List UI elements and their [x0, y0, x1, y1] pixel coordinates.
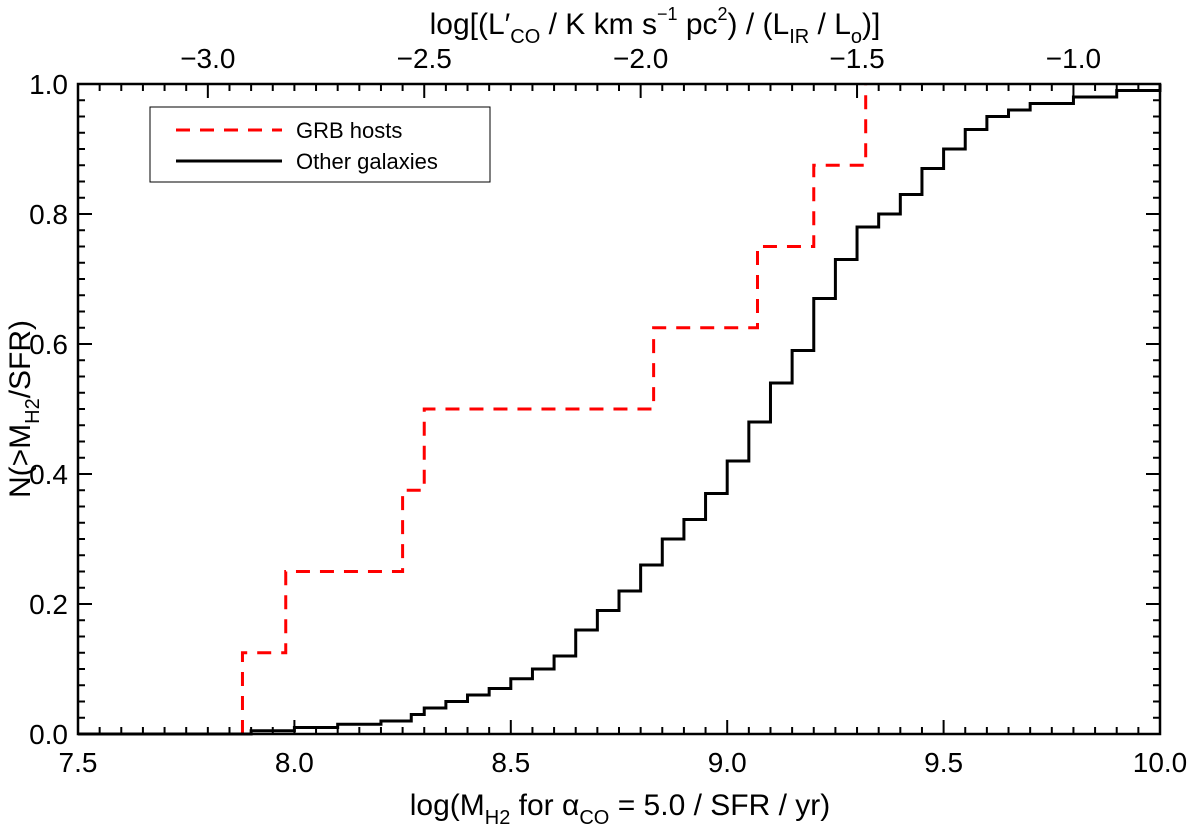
- legend-label-grb-hosts: GRB hosts: [296, 118, 402, 143]
- y-axis-title: N(>MH2/SFR): [4, 320, 44, 498]
- x-tick-label: 10.0: [1133, 747, 1188, 778]
- y-tick-label: 0.8: [29, 199, 68, 230]
- x-tick-label: 9.0: [708, 747, 747, 778]
- x-tick-label: 7.5: [59, 747, 98, 778]
- y-tick-label: 0.6: [29, 329, 68, 360]
- plot-frame: [76, 82, 1162, 736]
- x-tick-label: 9.5: [924, 747, 963, 778]
- y-tick-label: 0.4: [29, 459, 68, 490]
- x-axis-title: log(MH2 for αCO = 5.0 / SFR / yr): [410, 789, 831, 829]
- plot-layer: 7.5 8.0 8.5 9.0 9.5 10.0 0.0 0.2 0.4 0.6 0.8 1.0 −3.…: [29, 43, 1187, 778]
- top-tick-label: −2.5: [397, 43, 452, 74]
- y-tick-label: 0.0: [29, 719, 68, 750]
- top-axis-title: log[(L′CO / K km s−1 pc2) / (LIR / Lo)]: [430, 4, 881, 48]
- y-tick-label: 1.0: [29, 69, 68, 100]
- legend-label-other-galaxies: Other galaxies: [296, 149, 438, 174]
- top-tick-label: −3.0: [180, 43, 235, 74]
- x-tick-label: 8.5: [491, 747, 530, 778]
- legend: GRB hosts Other galaxies: [149, 106, 491, 183]
- y-tick-label: 0.2: [29, 589, 68, 620]
- x-tick-label: 8.0: [275, 747, 314, 778]
- legend-box: [149, 106, 491, 183]
- top-tick-label: −1.5: [829, 43, 884, 74]
- series-other-galaxies: [78, 84, 1162, 736]
- top-tick-label: −2.0: [613, 43, 668, 74]
- top-tick-label: −1.0: [1046, 43, 1101, 74]
